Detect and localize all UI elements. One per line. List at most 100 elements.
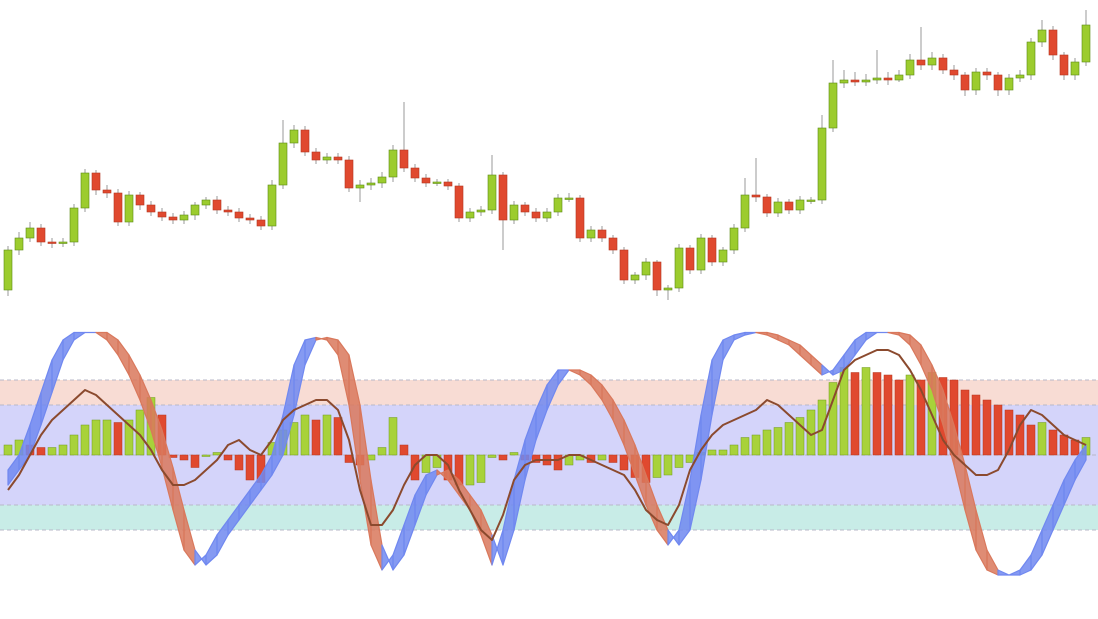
histogram-bar (608, 454, 618, 463)
candle-body (69, 207, 79, 243)
histogram-bar (91, 419, 101, 456)
candle-body (905, 59, 915, 76)
candle-body (234, 211, 244, 219)
candle-body (927, 57, 937, 66)
candle-body (80, 172, 90, 209)
ribbon-segment (744, 331, 757, 336)
candle-body (608, 237, 618, 251)
histogram-bar (179, 454, 189, 461)
candle-body (377, 176, 387, 184)
ribbon-segment (733, 331, 746, 341)
candle-body (894, 74, 904, 81)
histogram-bar (245, 454, 255, 481)
histogram-bar (201, 454, 211, 457)
ribbon-segment (73, 331, 86, 341)
candle-body (740, 194, 750, 229)
candle-body (355, 184, 365, 189)
histogram-bar (762, 429, 772, 456)
signal-line (7, 349, 1087, 541)
candle-body (124, 194, 134, 223)
histogram-bar (597, 454, 607, 461)
histogram-bar (58, 444, 68, 456)
histogram-bar (916, 379, 926, 456)
histogram-bar (784, 422, 794, 456)
candle-body (806, 199, 816, 202)
candle-body (36, 227, 46, 243)
candle-body (520, 204, 530, 213)
candle-body (91, 172, 101, 191)
histogram-bar (377, 447, 387, 456)
histogram-bar (674, 454, 684, 468)
candle-body (784, 201, 794, 211)
candle-body (641, 261, 651, 276)
histogram-bar (487, 454, 497, 458)
candle-body (498, 174, 508, 221)
candle-body (696, 237, 706, 271)
histogram-bar (399, 444, 409, 456)
histogram-bar (311, 419, 321, 456)
histogram-bar (839, 367, 849, 456)
ribbon-segment (304, 336, 317, 366)
histogram-bar (553, 454, 563, 471)
histogram-bar (740, 437, 750, 456)
ribbon-segment (1008, 569, 1021, 576)
histogram-bar (993, 404, 1003, 456)
histogram-bar (894, 379, 904, 456)
histogram-bar (509, 452, 519, 456)
ribbon-segment (1030, 529, 1043, 571)
ribbon-segment (106, 331, 119, 356)
ribbon-segment (667, 529, 680, 546)
candle-body (553, 197, 563, 213)
histogram-bar (773, 427, 783, 456)
candle-body (333, 156, 343, 161)
candle-body (14, 237, 24, 251)
candle-body (949, 69, 959, 76)
ribbon-segment (788, 339, 801, 356)
candle-body (795, 199, 805, 211)
ribbon-segment (854, 331, 867, 356)
ribbon-segment (865, 331, 878, 341)
ribbon (7, 331, 1087, 576)
candle-body (212, 199, 222, 211)
candle-body (883, 77, 893, 81)
candle-body (762, 196, 772, 214)
candle-body (47, 241, 57, 244)
candle-body (839, 79, 849, 84)
candle-body (344, 159, 354, 189)
candle-body (861, 79, 871, 83)
histogram-bar (476, 454, 486, 483)
candle-body (773, 201, 783, 214)
ribbon-segment (1019, 554, 1032, 576)
candle-body (564, 197, 574, 200)
ribbon-segment (381, 544, 394, 571)
candle-body (1070, 61, 1080, 76)
candle-body (817, 127, 827, 201)
ribbon-segment (997, 569, 1010, 576)
histogram-bar (69, 434, 79, 456)
candle-body (300, 129, 310, 153)
level-band (0, 505, 1098, 530)
histogram-bar (1004, 409, 1014, 456)
histogram-bar (113, 422, 123, 456)
candle-body (256, 219, 266, 227)
candle-body (850, 79, 860, 83)
ribbon-segment (568, 369, 581, 376)
ribbon-segment (986, 549, 999, 576)
candle-body (1026, 41, 1036, 76)
candle-body (432, 181, 442, 184)
candle-body (993, 74, 1003, 91)
candle-body (487, 174, 497, 211)
histogram-bar (905, 374, 915, 456)
histogram-bar (333, 417, 343, 456)
ribbon-segment (205, 534, 218, 566)
candle-body (1081, 24, 1091, 63)
ribbon-segment (392, 524, 405, 571)
candle-body (399, 149, 409, 169)
candle-body (960, 74, 970, 91)
histogram-bar (102, 419, 112, 456)
ribbon-segment (194, 549, 207, 566)
candle-body (597, 229, 607, 239)
ribbon-segment (821, 364, 834, 376)
